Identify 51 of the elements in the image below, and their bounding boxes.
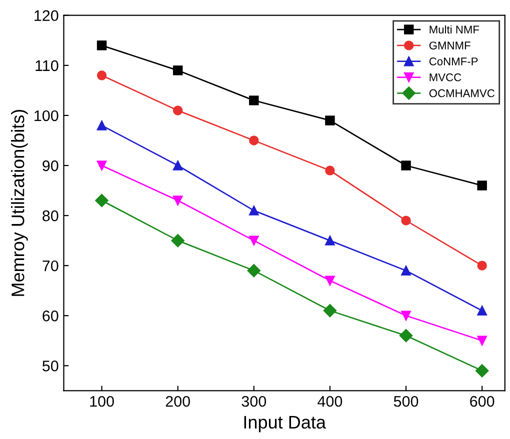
x-tick-label: 400	[318, 396, 342, 407]
point	[249, 236, 259, 246]
point	[171, 234, 184, 248]
point	[401, 310, 411, 321]
point	[477, 180, 487, 190]
point	[249, 96, 259, 106]
point	[477, 336, 487, 346]
y-tick-label: 80	[42, 210, 58, 222]
y-axis-title: Memroy Utilization(bits)	[11, 110, 28, 296]
point	[95, 194, 108, 208]
point	[96, 120, 107, 130]
x-tick-label: 600	[470, 396, 494, 407]
point	[172, 106, 183, 116]
point	[399, 329, 413, 342]
x-tick-label: 200	[166, 396, 190, 407]
point	[325, 276, 335, 286]
x-axis-title: Input Data	[244, 416, 326, 432]
point	[401, 266, 411, 276]
y-tick-label: 100	[34, 110, 58, 122]
y-tick-label: 60	[42, 310, 58, 322]
point	[477, 306, 487, 316]
y-tick-label: 120	[34, 10, 58, 22]
point	[477, 260, 487, 270]
point	[475, 364, 489, 378]
point	[172, 160, 183, 170]
point	[401, 216, 411, 226]
point	[325, 166, 335, 176]
point	[325, 116, 335, 126]
legend-label: GMNMF	[429, 42, 470, 50]
point	[249, 206, 259, 216]
legend-label: Multi NMF	[430, 25, 480, 34]
x-tick-label: 100	[90, 396, 114, 407]
x-tick-label: 500	[394, 396, 418, 407]
point	[325, 236, 335, 246]
y-tick-label: 110	[36, 60, 58, 72]
y-tick-label: 50	[42, 360, 58, 372]
point	[401, 160, 411, 170]
y-tick-label: 70	[42, 260, 58, 272]
point	[172, 196, 183, 206]
x-tick-label: 300	[242, 396, 266, 407]
point	[96, 70, 107, 80]
point	[247, 264, 260, 278]
point	[96, 160, 107, 170]
legend-label: CoNMF-P	[429, 57, 478, 66]
point	[323, 304, 337, 318]
point	[172, 66, 183, 76]
point	[249, 136, 259, 146]
y-tick-label: 90	[42, 160, 58, 172]
legend-label: MVCC	[430, 73, 462, 82]
legend-label: OCMHAMVC	[429, 89, 494, 98]
point	[96, 40, 107, 50]
